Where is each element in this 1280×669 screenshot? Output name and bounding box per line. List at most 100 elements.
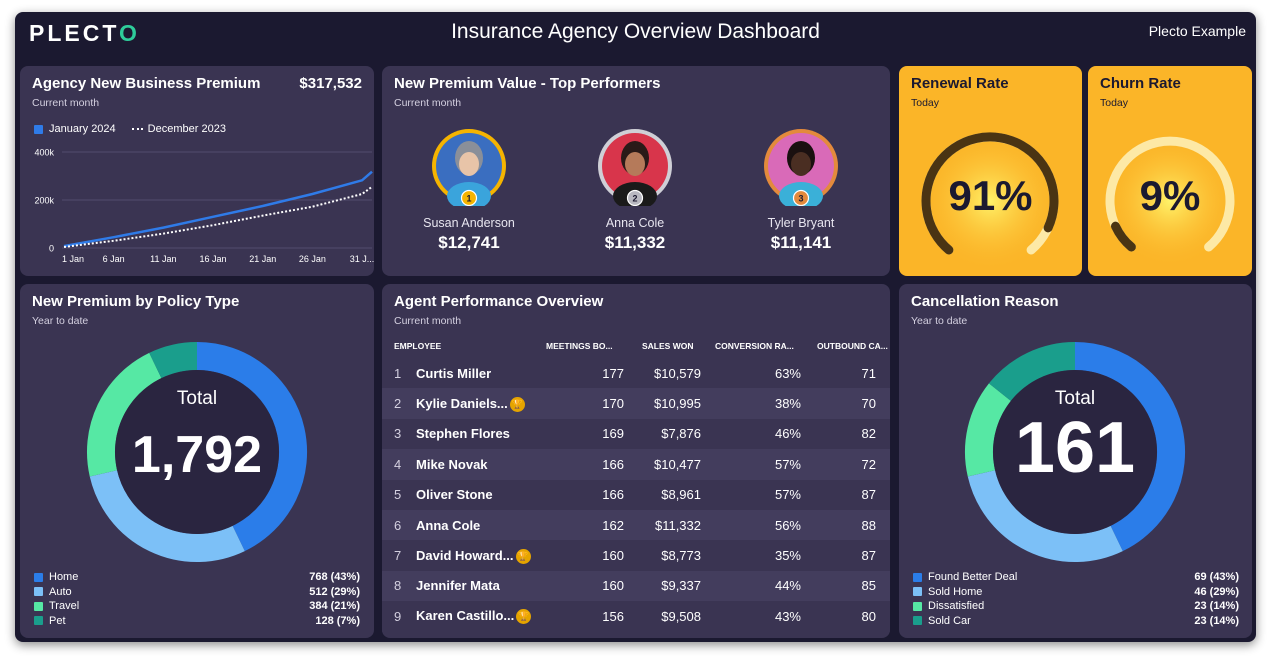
trophy-icon: 🏆 xyxy=(516,609,532,625)
employee-name: Oliver Stone xyxy=(416,487,493,503)
performer-card[interactable]: 3 Tyler Bryant $11,141 xyxy=(726,126,876,253)
legend-swatch xyxy=(34,616,43,626)
legend-swatch-current xyxy=(34,124,43,134)
legend-label: Found Better Deal xyxy=(928,571,1018,584)
legend-swatch-previous xyxy=(131,128,143,130)
legend-item[interactable]: Auto 512 (29%) xyxy=(34,585,360,600)
donut-slice[interactable] xyxy=(967,469,1123,562)
widget-subtitle: Current month xyxy=(394,315,462,327)
avatar: 1 xyxy=(429,126,509,210)
table-row[interactable]: 1 Curtis Miller 177 $10,579 63% 71 xyxy=(382,358,890,389)
legend-item[interactable]: Found Better Deal 69 (43%) xyxy=(913,570,1239,585)
cell-rank: 3 xyxy=(382,418,416,450)
employee-name: David Howard... xyxy=(416,547,514,563)
widget-policy-type[interactable]: New Premium by Policy Type Year to date … xyxy=(20,284,374,638)
donut-slice[interactable] xyxy=(964,383,1012,477)
y-tick-label: 400k xyxy=(34,148,54,158)
donut-slice[interactable] xyxy=(196,342,308,552)
donut-slice[interactable] xyxy=(89,469,245,562)
widget-agent-performance[interactable]: Agent Performance Overview Current month… xyxy=(382,284,890,638)
legend-value: 23 (14%) xyxy=(1194,614,1239,627)
cell-meetings: 169 xyxy=(536,418,624,450)
agent-table: EMPLOYEE MEETINGS BO... SALES WON CONVER… xyxy=(382,334,890,632)
column-header-conversion[interactable]: CONVERSION RA... xyxy=(715,341,794,351)
cell-meetings: 160 xyxy=(536,570,624,602)
cell-employee: Mike Novak xyxy=(416,449,536,480)
widget-subtitle: Today xyxy=(1100,97,1129,109)
employee-name: Mike Novak xyxy=(416,456,488,472)
table-header-row: EMPLOYEE MEETINGS BO... SALES WON CONVER… xyxy=(382,334,890,358)
cell-meetings: 156 xyxy=(536,601,624,632)
table-row[interactable]: 6 Anna Cole 162 $11,332 56% 88 xyxy=(382,509,890,541)
cell-meetings: 170 xyxy=(536,388,624,419)
table-row[interactable]: 7 David Howard... 🏆 160 $8,773 35% 87 xyxy=(382,540,890,571)
column-header-meetings[interactable]: MEETINGS BO... xyxy=(546,341,613,351)
legend-item[interactable]: Home 768 (43%) xyxy=(34,570,360,585)
renewal-value: 91% xyxy=(948,172,1033,219)
donut-slice[interactable] xyxy=(988,341,1076,402)
performer-name: Anna Cole xyxy=(605,216,665,230)
table-row[interactable]: 3 Stephen Flores 169 $7,876 46% 82 xyxy=(382,418,890,450)
legend-item[interactable]: Sold Car 23 (14%) xyxy=(913,614,1239,629)
table-row[interactable]: 5 Oliver Stone 166 $8,961 57% 87 xyxy=(382,479,890,510)
widget-title: New Premium by Policy Type xyxy=(32,293,240,310)
legend-value: 23 (14%) xyxy=(1194,600,1239,613)
performer-name: Susan Anderson xyxy=(423,216,515,230)
rank-number: 2 xyxy=(632,194,637,204)
column-header-sales[interactable]: SALES WON xyxy=(642,341,694,351)
widget-subtitle: Year to date xyxy=(32,315,89,327)
x-tick-label: 26 Jan xyxy=(299,254,326,264)
gauge-track xyxy=(1105,136,1235,252)
table-row[interactable]: 8 Jennifer Mata 160 $9,337 44% 85 xyxy=(382,570,890,602)
legend-item[interactable]: Sold Home 46 (29%) xyxy=(913,585,1239,600)
cell-outbound: 80 xyxy=(801,601,890,632)
premium-line-chart[interactable]: 0 200k 400k 1 Jan 6 Jan 11 Jan 16 Jan 21 Jan 26 … xyxy=(20,66,374,276)
widget-cancellation-reason[interactable]: Cancellation Reason Year to date Total 16… xyxy=(899,284,1252,638)
table-row[interactable]: 2 Kylie Daniels... 🏆 170 $10,995 38% 70 xyxy=(382,388,890,419)
legend-label: Travel xyxy=(49,600,80,613)
widget-top-performers[interactable]: New Premium Value - Top Performers Curre… xyxy=(382,66,890,276)
legend-value: 512 (29%) xyxy=(309,585,360,598)
cell-conversion: 35% xyxy=(701,540,801,571)
widget-churn-rate[interactable]: Churn Rate Today 9% xyxy=(1088,66,1252,276)
column-header-employee[interactable]: EMPLOYEE xyxy=(394,341,442,351)
widget-business-premium[interactable]: Agency New Business Premium Current mont… xyxy=(20,66,374,276)
column-header-outbound[interactable]: OUTBOUND CA... xyxy=(817,341,888,351)
performer-card[interactable]: 2 Anna Cole $11,332 xyxy=(560,126,710,253)
widget-title: Agency New Business Premium xyxy=(32,75,261,92)
policy-type-donut[interactable]: Total 1,792 xyxy=(20,284,374,638)
legend-swatch xyxy=(913,601,922,611)
cell-meetings: 160 xyxy=(536,540,624,571)
table-row[interactable]: 9 Karen Castillo... 🏆 156 $9,508 43% 80 xyxy=(382,601,890,632)
legend-item[interactable]: Dissatisfied 23 (14%) xyxy=(913,599,1239,614)
donut-slice[interactable] xyxy=(1074,342,1186,552)
donut-slice[interactable] xyxy=(87,352,162,477)
gauge-fill xyxy=(1111,221,1136,252)
performer-amount: $11,332 xyxy=(604,233,666,252)
cell-meetings: 166 xyxy=(536,479,624,510)
table-row[interactable]: 4 Mike Novak 166 $10,477 57% 72 xyxy=(382,449,890,480)
legend-item[interactable]: Pet 128 (7%) xyxy=(34,614,360,629)
x-tick-label: 31 J... xyxy=(350,254,374,264)
donut-slice[interactable] xyxy=(149,341,198,379)
cell-outbound: 87 xyxy=(801,540,890,571)
avatar-face xyxy=(791,152,811,176)
cell-employee: Stephen Flores xyxy=(416,418,536,450)
churn-gauge xyxy=(1104,135,1236,267)
cell-rank: 4 xyxy=(382,449,416,480)
widget-renewal-rate[interactable]: Renewal Rate Today 91% xyxy=(899,66,1082,276)
cell-outbound: 85 xyxy=(801,570,890,602)
cell-employee: Jennifer Mata xyxy=(416,570,536,602)
legend-item[interactable]: Travel 384 (21%) xyxy=(34,599,360,614)
cell-outbound: 87 xyxy=(801,479,890,510)
cell-sales: $10,579 xyxy=(624,358,701,389)
widget-subtitle: Current month xyxy=(394,97,462,109)
cell-conversion: 38% xyxy=(701,388,801,419)
account-name: Plecto Example xyxy=(1148,23,1246,39)
x-tick-label: 21 Jan xyxy=(249,254,276,264)
plecto-logo[interactable]: PLECTO xyxy=(29,20,140,46)
cell-rank: 9 xyxy=(382,601,416,632)
performer-card[interactable]: 1 Susan Anderson $12,741 xyxy=(394,126,544,253)
legend-label: Auto xyxy=(49,585,72,598)
